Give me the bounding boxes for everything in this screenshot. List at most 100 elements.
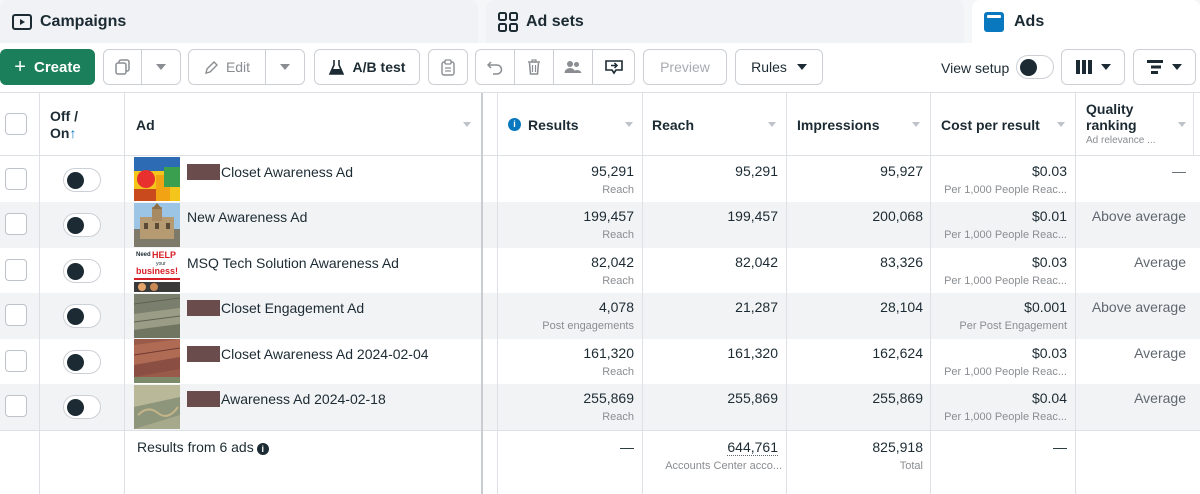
ad-name[interactable]: Closet Awareness Ad bbox=[187, 164, 353, 180]
column-results[interactable]: i Results bbox=[508, 93, 643, 156]
results-sublabel: Reach bbox=[602, 229, 634, 241]
actions-group bbox=[475, 49, 635, 85]
impressions-value: 255,869 bbox=[872, 390, 923, 406]
view-setup-toggle[interactable] bbox=[1016, 55, 1054, 79]
folder-icon bbox=[12, 13, 32, 30]
column-quality-ranking[interactable]: Quality ranking Ad relevance ... bbox=[1086, 93, 1200, 156]
duplicate-dropdown[interactable] bbox=[142, 50, 180, 84]
ad-name[interactable]: New Awareness Ad bbox=[187, 209, 308, 225]
clipboard-button[interactable] bbox=[428, 49, 468, 85]
impressions-value: 95,927 bbox=[880, 163, 923, 179]
column-divider bbox=[786, 93, 787, 494]
preview-button[interactable]: Preview bbox=[643, 49, 727, 85]
results-value: 161,320 bbox=[583, 345, 634, 361]
info-icon[interactable]: i bbox=[256, 443, 269, 455]
cost-value: $0.03 bbox=[1031, 163, 1067, 179]
ad-toggle[interactable] bbox=[63, 168, 101, 192]
column-ad[interactable]: Ad bbox=[136, 93, 481, 156]
column-off-on-label-2: On bbox=[50, 124, 70, 141]
footer-reach-value: 644,761 bbox=[727, 439, 778, 456]
ad-name[interactable]: Awareness Ad 2024-02-18 bbox=[187, 391, 386, 407]
sort-caret-icon bbox=[768, 122, 776, 127]
footer-cost-value: — bbox=[1053, 439, 1067, 455]
cost-value: $0.03 bbox=[1031, 345, 1067, 361]
breakdown-button[interactable] bbox=[1133, 49, 1196, 85]
ad-thumbnail[interactable] bbox=[134, 385, 180, 429]
column-divider bbox=[1193, 93, 1194, 156]
row-checkbox[interactable] bbox=[5, 304, 27, 326]
rules-button[interactable]: Rules bbox=[735, 49, 823, 85]
ad-toggle[interactable] bbox=[63, 304, 101, 328]
reach-value: 255,869 bbox=[727, 390, 778, 406]
ad-thumbnail[interactable] bbox=[134, 294, 180, 338]
column-off-on[interactable]: Off / On↑ bbox=[50, 93, 120, 156]
view-setup-label: View setup bbox=[941, 60, 1010, 76]
edit-dropdown[interactable] bbox=[266, 50, 304, 84]
export-button[interactable] bbox=[593, 50, 634, 84]
row-checkbox[interactable] bbox=[5, 168, 27, 190]
ad-name[interactable]: Closet Awareness Ad 2024-02-04 bbox=[187, 346, 429, 362]
columns-button[interactable] bbox=[1061, 49, 1125, 85]
tab-ads[interactable]: Ads bbox=[972, 0, 1200, 43]
footer-impressions-value: 825,918 bbox=[872, 439, 923, 455]
column-off-on-label-1: Off / bbox=[50, 107, 78, 124]
ad-toggle[interactable] bbox=[63, 350, 101, 374]
tab-campaigns[interactable]: Campaigns bbox=[0, 0, 478, 43]
rules-label: Rules bbox=[751, 59, 787, 75]
ad-thumbnail[interactable] bbox=[134, 339, 180, 383]
column-cost-per-result[interactable]: Cost per result bbox=[941, 93, 1075, 156]
ab-test-button[interactable]: A/B test bbox=[314, 49, 420, 85]
reach-value: 21,287 bbox=[735, 299, 778, 315]
column-divider bbox=[930, 93, 931, 494]
chevron-down-icon bbox=[796, 64, 807, 70]
duplicate-button[interactable] bbox=[104, 50, 142, 84]
cost-sublabel: Per 1,000 People Reac... bbox=[944, 229, 1067, 241]
results-sublabel: Reach bbox=[602, 366, 634, 378]
audience-button[interactable] bbox=[554, 50, 593, 84]
ad-name[interactable]: MSQ Tech Solution Awareness Ad bbox=[187, 255, 399, 271]
column-divider bbox=[642, 93, 643, 494]
ad-name[interactable]: Closet Engagement Ad bbox=[187, 300, 364, 316]
create-label: Create bbox=[33, 58, 81, 76]
create-button[interactable]: + Create bbox=[0, 49, 95, 85]
column-reach[interactable]: Reach bbox=[652, 93, 786, 156]
tab-campaigns-label: Campaigns bbox=[40, 12, 127, 30]
ad-thumbnail[interactable] bbox=[134, 157, 180, 201]
edit-button[interactable]: Edit bbox=[189, 50, 266, 84]
chevron-down-icon bbox=[280, 64, 290, 70]
quality-ranking-value: Average bbox=[1134, 254, 1186, 270]
column-quality-sublabel: Ad relevance ... bbox=[1086, 134, 1156, 146]
delete-button[interactable] bbox=[515, 50, 554, 84]
select-all-checkbox[interactable] bbox=[5, 113, 27, 135]
tab-adsets[interactable]: Ad sets bbox=[486, 0, 964, 43]
ad-thumbnail[interactable] bbox=[134, 203, 180, 247]
ad-thumbnail[interactable]: Need HELP your business! bbox=[134, 248, 180, 292]
ad-toggle[interactable] bbox=[63, 259, 101, 283]
column-divider bbox=[497, 93, 498, 494]
undo-icon bbox=[487, 61, 503, 75]
quality-ranking-value: Above average bbox=[1091, 299, 1186, 315]
undo-button[interactable] bbox=[476, 50, 515, 84]
plus-icon: + bbox=[14, 56, 26, 78]
quality-ranking-value: Average bbox=[1134, 390, 1186, 406]
pencil-icon bbox=[204, 60, 218, 74]
sort-caret-icon bbox=[1057, 122, 1065, 127]
clipboard-icon bbox=[441, 58, 455, 76]
impressions-value: 28,104 bbox=[880, 299, 923, 315]
preview-export-icon bbox=[604, 60, 623, 75]
reach-value: 95,291 bbox=[735, 163, 778, 179]
ad-toggle[interactable] bbox=[63, 213, 101, 237]
results-sublabel: Reach bbox=[602, 184, 634, 196]
duplicate-icon bbox=[114, 59, 130, 75]
thumb-text-4: business! bbox=[136, 266, 178, 276]
ad-toggle[interactable] bbox=[63, 395, 101, 419]
trash-icon bbox=[528, 59, 540, 75]
column-divider bbox=[124, 93, 125, 494]
results-value: 82,042 bbox=[591, 254, 634, 270]
row-checkbox[interactable] bbox=[5, 213, 27, 235]
row-checkbox[interactable] bbox=[5, 259, 27, 281]
table-row[interactable] bbox=[0, 202, 1200, 248]
row-checkbox[interactable] bbox=[5, 350, 27, 372]
column-impressions[interactable]: Impressions bbox=[797, 93, 930, 156]
row-checkbox[interactable] bbox=[5, 395, 27, 417]
